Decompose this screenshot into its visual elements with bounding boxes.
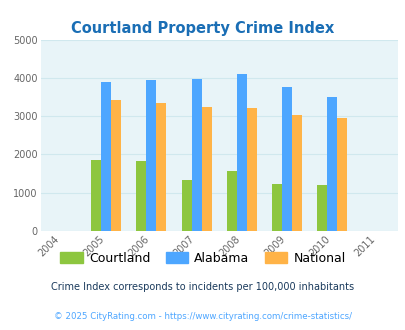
Legend: Courtland, Alabama, National: Courtland, Alabama, National	[55, 247, 350, 270]
Bar	[281, 87, 291, 231]
Bar	[191, 79, 201, 231]
Bar	[136, 161, 146, 231]
Bar	[111, 100, 121, 231]
Bar	[101, 82, 111, 231]
Bar	[291, 115, 301, 231]
Bar	[271, 184, 281, 231]
Text: Courtland Property Crime Index: Courtland Property Crime Index	[71, 21, 334, 36]
Bar	[181, 180, 191, 231]
Bar	[236, 75, 246, 231]
Bar	[246, 108, 256, 231]
Text: Crime Index corresponds to incidents per 100,000 inhabitants: Crime Index corresponds to incidents per…	[51, 282, 354, 292]
Bar	[201, 107, 211, 231]
Bar	[226, 171, 236, 231]
Bar	[317, 185, 326, 231]
Bar	[156, 103, 166, 231]
Text: © 2025 CityRating.com - https://www.cityrating.com/crime-statistics/: © 2025 CityRating.com - https://www.city…	[54, 312, 351, 321]
Bar	[146, 80, 156, 231]
Bar	[326, 97, 337, 231]
Bar	[91, 160, 101, 231]
Bar	[337, 118, 346, 231]
